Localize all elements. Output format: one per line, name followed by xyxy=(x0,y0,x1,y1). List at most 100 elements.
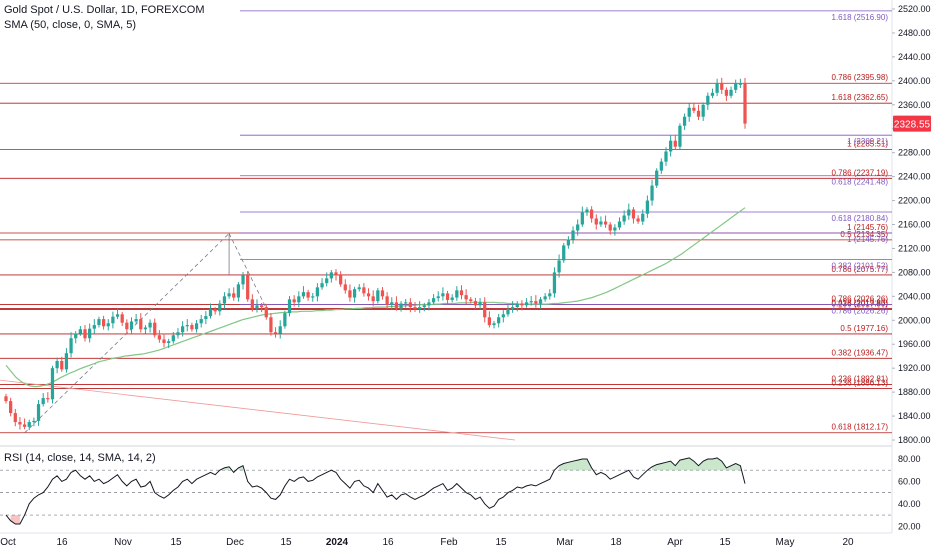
candle xyxy=(199,314,203,328)
candle-body xyxy=(682,116,687,126)
candle xyxy=(371,290,375,307)
candle-body xyxy=(125,322,129,330)
candle-body xyxy=(357,287,361,290)
candle xyxy=(743,77,747,129)
price-tick-label: 1840.00 xyxy=(898,411,931,421)
fib-label-purple: 0.786 (2026.26) xyxy=(832,307,889,316)
candle-body xyxy=(431,298,436,303)
candle-body xyxy=(603,221,608,225)
candle-body xyxy=(362,287,366,294)
candle xyxy=(292,295,296,307)
candle-body xyxy=(64,353,69,370)
candle-body xyxy=(455,290,459,298)
rsi-oversold-fill xyxy=(10,515,20,524)
candle xyxy=(32,417,36,427)
price-tick-label: 2400.00 xyxy=(898,76,931,86)
candle-body xyxy=(366,293,371,297)
fib-label-red: 1.618 (2362.65) xyxy=(832,93,889,102)
candle xyxy=(180,321,185,337)
candle xyxy=(613,224,617,236)
candle-body xyxy=(120,314,124,323)
candle-body xyxy=(738,83,742,85)
candle-body xyxy=(557,260,561,273)
candle xyxy=(352,286,357,303)
candle xyxy=(153,318,157,338)
candle-body xyxy=(538,299,543,304)
candle-body xyxy=(250,299,254,309)
candle xyxy=(418,301,422,313)
candle xyxy=(22,418,27,430)
rsi-tick-label: 80.00 xyxy=(898,454,921,464)
candle xyxy=(701,102,705,121)
symbol-title: Gold Spot / U.S. Dollar, 1D, FOREXCOM xyxy=(4,4,205,16)
candle xyxy=(232,287,236,301)
candle xyxy=(548,289,552,300)
candle xyxy=(641,209,645,225)
candle-body xyxy=(696,110,701,117)
candle-body xyxy=(404,302,408,304)
candle-body xyxy=(543,296,547,300)
candle-body xyxy=(232,293,236,298)
candle-body xyxy=(273,332,278,334)
candle-body xyxy=(441,293,445,297)
candle-body xyxy=(18,422,22,425)
fib-label-red: 0.382 (1936.47) xyxy=(832,348,889,357)
candle xyxy=(162,333,166,348)
candle xyxy=(534,295,538,308)
candle-body xyxy=(506,309,510,315)
candle-body xyxy=(706,95,710,105)
candle xyxy=(339,271,343,287)
time-tick-label: May xyxy=(776,537,795,548)
candle-body xyxy=(413,307,417,310)
candle xyxy=(283,310,287,329)
candle xyxy=(445,290,450,306)
candle xyxy=(678,123,682,150)
fib-label-red: 1 (2145.76) xyxy=(847,223,888,232)
candlesticks xyxy=(4,77,747,431)
candle-body xyxy=(478,302,482,306)
candle-body xyxy=(129,321,134,330)
candle xyxy=(348,284,352,302)
fib-label-red: 0.5 (1977.16) xyxy=(840,324,888,333)
sma-line xyxy=(5,207,746,388)
candle xyxy=(362,283,366,297)
candle-body xyxy=(185,325,189,327)
candle xyxy=(455,286,459,301)
candle xyxy=(441,287,445,301)
candle-body xyxy=(729,89,733,96)
candle xyxy=(696,104,701,121)
candle-body xyxy=(589,209,594,219)
price-tick-label: 2040.00 xyxy=(898,291,931,301)
candle xyxy=(139,313,143,333)
candle-body xyxy=(325,278,329,284)
rsi-overbought-fill xyxy=(238,465,243,471)
candle xyxy=(627,203,631,220)
candle-body xyxy=(510,307,515,310)
candle xyxy=(143,325,148,334)
candle-body xyxy=(22,424,27,427)
candle-body xyxy=(436,296,440,299)
last-price-label: 2328.55 xyxy=(894,120,931,131)
candle xyxy=(106,319,110,331)
time-tick-label: Oct xyxy=(0,537,16,548)
candle xyxy=(64,348,69,373)
candle xyxy=(729,86,733,99)
candle xyxy=(297,291,301,308)
candle-body xyxy=(41,398,45,405)
candle xyxy=(115,308,120,320)
candle-body xyxy=(301,292,306,297)
candle-body xyxy=(664,151,668,162)
candle xyxy=(562,243,566,263)
candle xyxy=(478,298,482,310)
candle xyxy=(246,271,250,302)
candle-body xyxy=(283,313,287,327)
price-tick-label: 2440.00 xyxy=(898,52,931,62)
candle xyxy=(101,315,106,330)
candle xyxy=(236,281,241,302)
candle xyxy=(413,302,417,312)
rsi-pane xyxy=(0,457,892,525)
candle-body xyxy=(292,299,296,303)
candle xyxy=(706,92,710,110)
rsi-tick-label: 20.00 xyxy=(898,521,921,531)
